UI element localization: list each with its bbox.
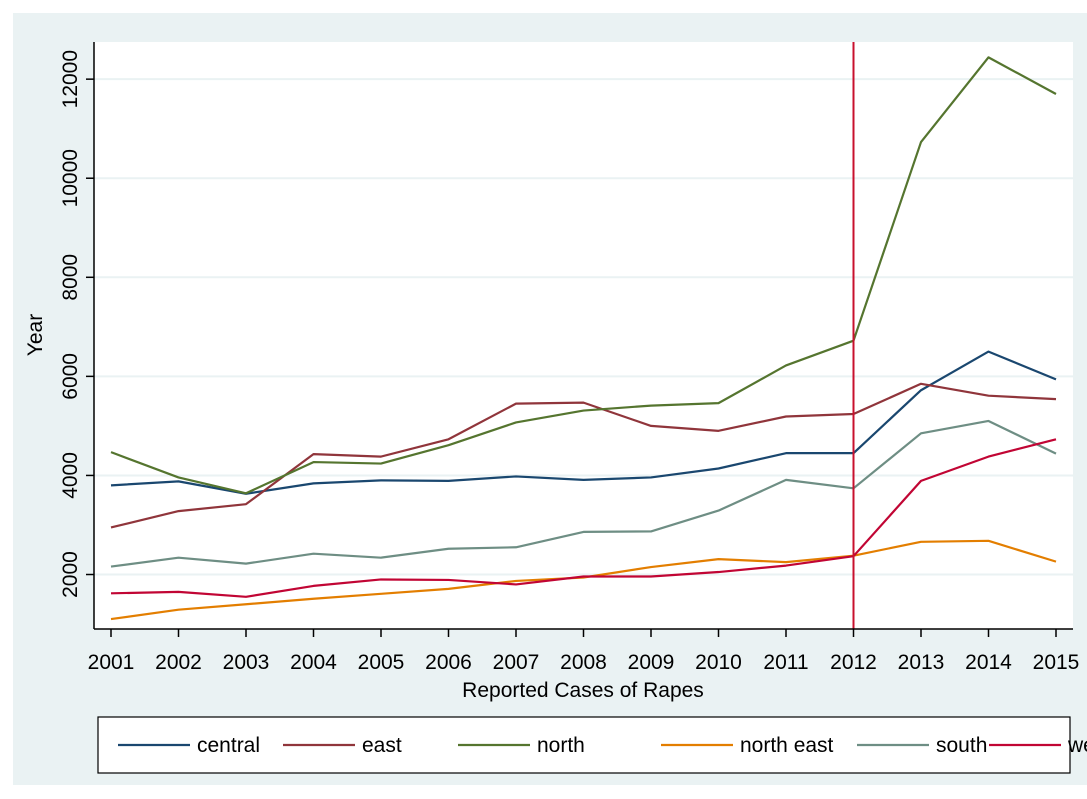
x-tick-label: 2006: [425, 651, 472, 674]
x-tick-label: 2003: [223, 651, 270, 674]
x-tick-label: 2008: [560, 651, 607, 674]
x-tick-label: 2013: [898, 651, 945, 674]
y-ticks: 2000 4000 6000 8000 10000 12000: [59, 50, 94, 598]
legend-label: north east: [740, 734, 834, 757]
y-tick-label: 8000: [59, 254, 82, 301]
legend: central east north north east south west: [97, 716, 1087, 774]
x-tick-label: 2004: [290, 651, 337, 674]
x-tick-label: 2001: [88, 651, 135, 674]
y-tick-label: 6000: [59, 353, 82, 400]
x-ticks: 2001 2002 2003 2004 2005 2006 2007 2008 2009 2010…: [88, 629, 1080, 674]
x-tick-label: 2005: [358, 651, 405, 674]
x-tick-label: 2011: [763, 651, 808, 674]
legend-label: south: [936, 734, 987, 757]
legend-label: north: [537, 734, 585, 757]
series-line-east: [110, 382, 1057, 529]
series-lines: [110, 56, 1057, 621]
y-tick-label: 12000: [59, 50, 82, 108]
legend-label: central: [197, 734, 260, 757]
series-line-north: [110, 56, 1057, 495]
series-line-west: [110, 438, 1057, 598]
grid-lines: [94, 78, 1073, 576]
series-line-south: [110, 419, 1057, 568]
y-tick-label: 10000: [59, 149, 82, 207]
x-tick-label: 2014: [965, 651, 1012, 674]
x-tick-label: 2012: [830, 651, 877, 674]
y-axis-title: Year: [24, 314, 47, 356]
y-tick-label: 4000: [59, 452, 82, 499]
legend-label: east: [362, 734, 402, 757]
x-tick-label: 2009: [628, 651, 675, 674]
y-tick-label: 2000: [59, 551, 82, 598]
legend-label: west: [1067, 734, 1087, 757]
x-tick-label: 2007: [493, 651, 540, 674]
x-axis-title: Reported Cases of Rapes: [462, 679, 704, 702]
x-tick-label: 2010: [695, 651, 742, 674]
x-tick-label: 2002: [155, 651, 202, 674]
x-tick-label: 2015: [1033, 651, 1080, 674]
series-line-central: [110, 350, 1057, 495]
